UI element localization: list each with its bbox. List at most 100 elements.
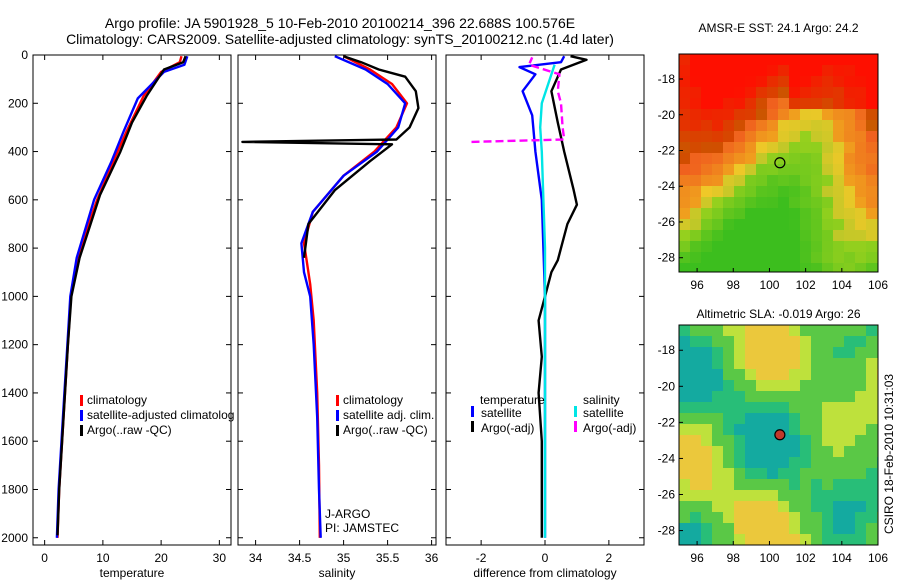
heatmap-cell	[756, 208, 768, 220]
heatmap-cell	[723, 109, 735, 121]
heatmap-cell	[789, 76, 801, 88]
heatmap-cell	[778, 120, 790, 132]
heatmap-cell	[778, 186, 790, 198]
heatmap-cell	[800, 402, 812, 414]
heatmap-cell	[866, 109, 878, 121]
heatmap-cell	[811, 446, 823, 458]
y-tick-label: 800	[8, 241, 28, 255]
heatmap-cell	[690, 457, 702, 469]
heatmap-cell	[778, 534, 790, 546]
heatmap-cell	[712, 347, 724, 359]
heatmap-cell	[789, 98, 801, 110]
heatmap-cell	[833, 142, 845, 154]
heatmap-cell	[855, 241, 867, 253]
heatmap-cell	[811, 380, 823, 392]
heatmap-cell	[679, 523, 691, 535]
heatmap-cell	[690, 219, 702, 231]
heatmap-cell	[800, 76, 812, 88]
heatmap-cell	[866, 65, 878, 77]
heatmap-cell	[756, 54, 768, 66]
heatmap-cell	[690, 468, 702, 480]
heatmap-cell	[679, 263, 691, 273]
heatmap-cell	[756, 120, 768, 132]
heatmap-cell	[789, 252, 801, 264]
heatmap-cell	[712, 468, 724, 480]
heatmap-cell	[822, 164, 834, 176]
heatmap-cell	[679, 76, 691, 88]
x-tick-label: 2	[606, 551, 613, 565]
heatmap-cell	[778, 391, 790, 403]
heatmap-cell	[822, 109, 834, 121]
heatmap-cell	[734, 186, 746, 198]
heatmap-cell	[866, 446, 878, 458]
heatmap-cell	[745, 391, 757, 403]
heatmap-cell	[745, 534, 757, 546]
heatmap-cell	[734, 380, 746, 392]
heatmap-cell	[723, 186, 735, 198]
heatmap-cell	[756, 479, 768, 491]
heatmap-cell	[800, 54, 812, 66]
heatmap-cell	[723, 131, 735, 143]
heatmap-cell	[822, 446, 834, 458]
heatmap-cell	[811, 391, 823, 403]
heatmap-cell	[767, 468, 779, 480]
heatmap-cell	[822, 241, 834, 253]
heatmap-cell	[690, 241, 702, 253]
heatmap-cell	[690, 230, 702, 242]
heatmap-cell	[800, 208, 812, 220]
heatmap-cell	[822, 424, 834, 436]
heatmap-cell	[712, 380, 724, 392]
heatmap-cell	[822, 523, 834, 535]
heatmap-cell	[723, 413, 735, 425]
heatmap-cell	[833, 457, 845, 469]
heatmap-cell	[701, 65, 713, 77]
heatmap-cell	[866, 98, 878, 110]
heatmap-cell	[745, 347, 757, 359]
heatmap-cell	[767, 380, 779, 392]
heatmap-cell	[734, 131, 746, 143]
heatmap-cell	[855, 347, 867, 359]
x-tick-label: 106	[868, 278, 888, 292]
heatmap-cell	[822, 534, 834, 546]
heatmap-cell	[701, 87, 713, 99]
heatmap-cell	[701, 54, 713, 66]
heatmap-cell	[822, 65, 834, 77]
x-tick-label: 0	[542, 551, 549, 565]
heatmap-cell	[712, 164, 724, 176]
heatmap-cell	[723, 54, 735, 66]
heatmap-cell	[756, 65, 768, 77]
heatmap-cell	[723, 197, 735, 209]
heatmap-cell	[778, 479, 790, 491]
heatmap-cell	[822, 131, 834, 143]
heatmap-cell	[789, 479, 801, 491]
heatmap-cell	[690, 54, 702, 66]
heatmap-cell	[844, 65, 856, 77]
heatmap-cell	[778, 142, 790, 154]
heatmap-cell	[745, 76, 757, 88]
heatmap-cell	[811, 369, 823, 381]
heatmap-cell	[833, 98, 845, 110]
heatmap-cell	[822, 98, 834, 110]
heatmap-cell	[679, 131, 691, 143]
heatmap-cell	[844, 501, 856, 513]
x-tick-label: 35	[337, 551, 351, 565]
heatmap-cell	[734, 208, 746, 220]
heatmap-cell	[811, 479, 823, 491]
heatmap-cell	[789, 402, 801, 414]
legend-swatch	[336, 410, 339, 421]
heatmap-cell	[690, 435, 702, 447]
heatmap-cell	[756, 490, 768, 502]
heatmap-cell	[833, 468, 845, 480]
heatmap-cell	[778, 490, 790, 502]
x-tick-label: 20	[154, 551, 168, 565]
heatmap-cell	[866, 413, 878, 425]
heatmap-cell	[800, 109, 812, 121]
heatmap-cell	[767, 523, 779, 535]
heatmap-cell	[866, 501, 878, 513]
heatmap-cell	[778, 512, 790, 524]
heatmap-cell	[833, 347, 845, 359]
heatmap-cell	[734, 347, 746, 359]
heatmap-cell	[679, 219, 691, 231]
heatmap-cell	[767, 325, 779, 337]
heatmap-cell	[822, 142, 834, 154]
